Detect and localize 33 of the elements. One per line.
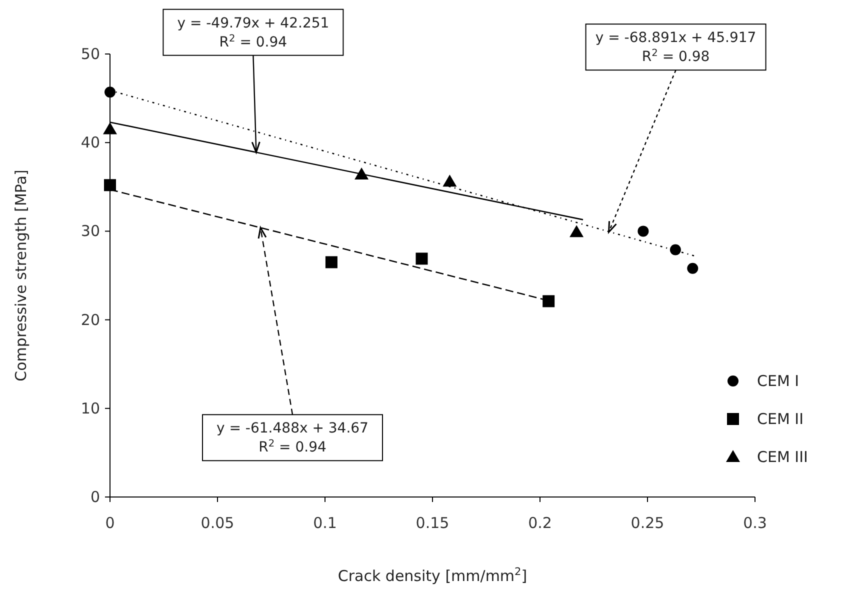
legend-label: CEM I (757, 372, 800, 390)
point (104, 86, 116, 98)
x-tick-label: 0.15 (416, 514, 450, 532)
point (354, 167, 369, 180)
point (442, 174, 457, 187)
point (325, 256, 338, 268)
y-tick-label: 0 (90, 488, 100, 506)
point (542, 295, 555, 308)
point (638, 226, 649, 237)
annotation: y = -68.891x + 45.917 R$^{2}$ = 0.98 (595, 30, 756, 66)
y-tick-label: 20 (80, 310, 100, 329)
point (104, 179, 116, 192)
point (570, 225, 584, 238)
annotation: y = -49.79x + 42.251 R$^{2}$ = 0.94 (177, 15, 330, 50)
x-tick-label: 0 (105, 514, 115, 532)
point (416, 252, 428, 265)
point (670, 244, 681, 256)
y-tick-label: 10 (80, 399, 100, 418)
x-tick-label: 0.25 (630, 514, 664, 532)
legend-label: CEM III (757, 448, 808, 466)
legend-label: CEM II (757, 410, 804, 428)
y-axis-title: Compressive strength [MPa] (12, 170, 30, 382)
point (687, 262, 698, 274)
y-tick-label: 30 (80, 222, 100, 240)
y-tick-label: 50 (80, 45, 100, 63)
point (103, 122, 117, 134)
annotation: y = -61.488x + 34.67 R$^{2}$ = 0.94 (216, 420, 368, 456)
y-tick-label: 40 (80, 134, 100, 152)
x-tick-label: 0.1 (313, 514, 337, 532)
x-tick-label: 0.2 (528, 514, 552, 532)
x-tick-label: 0.3 (743, 514, 767, 532)
x-tick-label: 0.05 (200, 514, 234, 532)
x-axis-title: Crack density [mm/mm$^{2}$] (338, 566, 528, 585)
